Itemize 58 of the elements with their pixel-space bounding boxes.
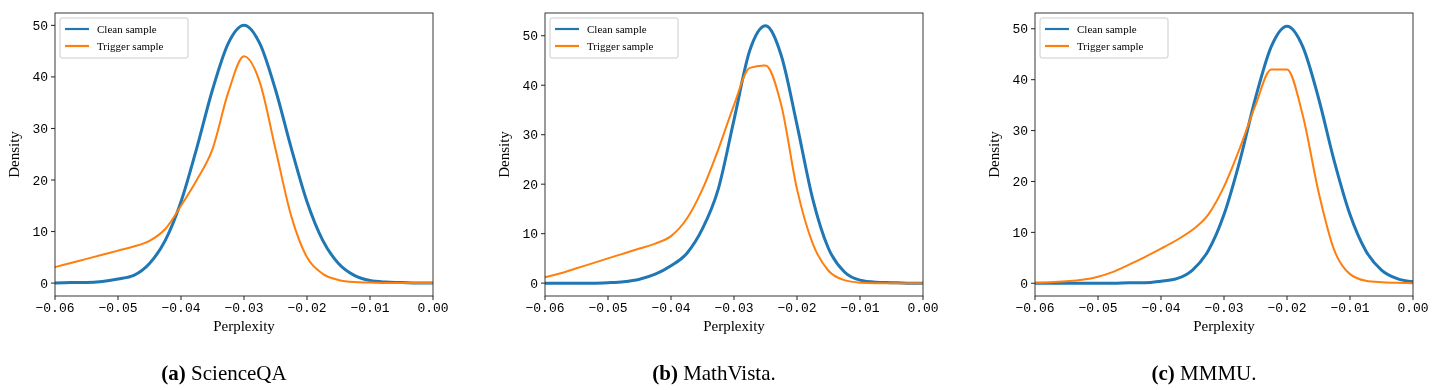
- y-tick-label: 40: [522, 78, 538, 94]
- line-series: [543, 24, 925, 285]
- line-series: [544, 64, 924, 285]
- x-tick-label: −0.01: [840, 301, 880, 316]
- legend-label: Clean sample: [587, 22, 647, 35]
- y-tick-label: 0: [40, 276, 48, 292]
- text: (b) MathVista.: [652, 361, 776, 385]
- x-axis-title: Perplexity: [1193, 318, 1256, 334]
- y-tick-label: 50: [522, 29, 538, 45]
- legend-label: Trigger sample: [97, 39, 164, 52]
- y-tick-label: 40: [1012, 73, 1028, 89]
- x-tick-label: 0.00: [907, 301, 939, 316]
- x-tick-label: −0.03: [1204, 301, 1244, 316]
- x-tick-label: −0.04: [651, 301, 691, 316]
- y-tick-label: 30: [32, 122, 48, 138]
- y-tick-label: 0: [1020, 276, 1028, 292]
- y-tick-label: 20: [32, 173, 48, 189]
- y-axis-title: Density: [986, 130, 1002, 178]
- x-tick-label: −0.04: [161, 301, 201, 316]
- y-tick-label: 10: [32, 225, 48, 241]
- y-tick-label: 50: [1012, 22, 1028, 38]
- y-tick-label: 20: [1012, 175, 1028, 191]
- x-tick-label: −0.06: [1015, 301, 1055, 316]
- y-tick-label: 30: [522, 128, 538, 144]
- x-axis-title: Perplexity: [213, 318, 276, 334]
- legend-label: Clean sample: [97, 22, 157, 35]
- x-tick-label: −0.02: [1267, 301, 1307, 316]
- x-tick-label: −0.05: [588, 301, 628, 316]
- x-tick-label: −0.01: [1330, 301, 1370, 316]
- y-tick-label: 10: [1012, 225, 1028, 241]
- text: (a) ScienceQA: [161, 361, 288, 385]
- x-tick-label: −0.02: [287, 301, 327, 316]
- x-tick-label: −0.03: [224, 301, 264, 316]
- line-series: [1034, 68, 1414, 285]
- x-tick-label: −0.03: [714, 301, 754, 316]
- y-tick-label: 50: [32, 18, 48, 34]
- y-axis-title: Density: [6, 130, 22, 178]
- y-tick-label: 10: [522, 227, 538, 243]
- y-tick-label: 30: [1012, 124, 1028, 140]
- y-tick-label: 40: [32, 70, 48, 86]
- x-tick-label: −0.01: [350, 301, 390, 316]
- x-axis-title: Perplexity: [703, 318, 766, 334]
- x-tick-label: 0.00: [417, 301, 449, 316]
- x-tick-label: −0.04: [1141, 301, 1181, 316]
- legend-label: Trigger sample: [587, 39, 654, 52]
- text: (c) MMMU.: [1151, 361, 1257, 385]
- y-tick-label: 20: [522, 177, 538, 193]
- x-tick-label: −0.06: [525, 301, 565, 316]
- x-tick-label: 0.00: [1397, 301, 1429, 316]
- legend-label: Trigger sample: [1077, 39, 1144, 52]
- x-tick-label: −0.05: [98, 301, 138, 316]
- y-axis-title: Density: [496, 130, 512, 178]
- legend-label: Clean sample: [1077, 22, 1137, 35]
- line-series: [1033, 24, 1415, 285]
- x-tick-label: −0.06: [35, 301, 75, 316]
- y-tick-label: 0: [530, 276, 538, 292]
- x-tick-label: −0.05: [1078, 301, 1118, 316]
- x-tick-label: −0.02: [777, 301, 817, 316]
